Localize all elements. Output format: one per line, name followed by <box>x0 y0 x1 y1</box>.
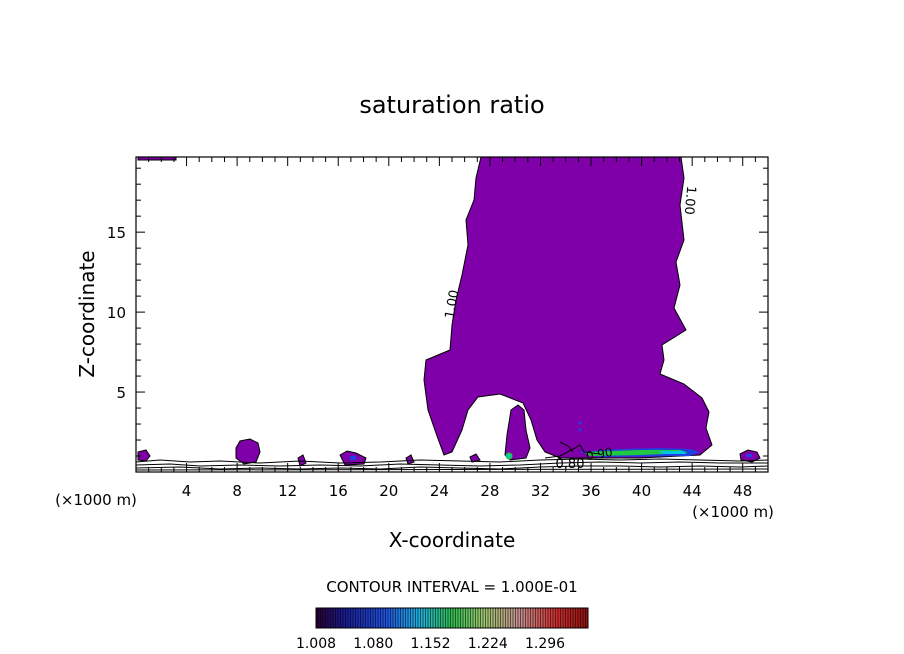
colorbar-tick-label: 1.152 <box>410 636 450 652</box>
supersaturated-patch <box>405 454 415 465</box>
high-ratio-spot <box>350 456 356 460</box>
colorbar-tick-label: 1.008 <box>296 636 336 652</box>
x-units-label-right: (×1000 m) <box>692 503 774 521</box>
contour-interval-text: CONTOUR INTERVAL = 1.000E-01 <box>326 578 577 596</box>
colorbar-tick-label: 1.080 <box>353 636 393 652</box>
x-units-label: (×1000 m) <box>55 491 137 509</box>
x-tick-labels: 4 8 12 16 20 24 28 32 36 40 44 48 <box>182 482 752 500</box>
y-tick-label: 10 <box>107 304 126 322</box>
x-tick-label: 24 <box>430 482 449 500</box>
x-tick-label: 16 <box>329 482 348 500</box>
supersaturated-patch <box>137 157 177 161</box>
supersaturated-region-main <box>423 157 713 459</box>
x-tick-label: 48 <box>733 482 752 500</box>
axis-ticks <box>136 157 768 472</box>
chart-title: saturation ratio <box>359 91 544 119</box>
x-tick-label: 28 <box>480 482 499 500</box>
y-axis-label: Z-coordinate <box>75 250 99 377</box>
contour-label: 0.80 <box>556 457 585 472</box>
high-ratio-spot <box>746 454 752 457</box>
x-tick-label: 36 <box>581 482 600 500</box>
contour-label: 0.90 <box>585 445 614 463</box>
supersaturated-patch <box>297 454 307 467</box>
high-ratio-spot <box>507 454 511 458</box>
high-ratio-spot <box>578 421 582 425</box>
supersaturated-region-column <box>504 404 531 461</box>
x-tick-label: 32 <box>531 482 550 500</box>
x-tick-label: 8 <box>232 482 242 500</box>
supersaturated-patch <box>469 453 481 463</box>
high-ratio-band <box>660 451 686 454</box>
y-tick-labels: 5 10 15 <box>107 224 126 402</box>
x-tick-label: 20 <box>379 482 398 500</box>
x-tick-label: 12 <box>278 482 297 500</box>
contour-label: 1.00 <box>443 289 463 320</box>
colorbar <box>315 607 589 629</box>
x-tick-label: 4 <box>182 482 192 500</box>
y-tick-label: 5 <box>116 384 126 402</box>
y-tick-label: 15 <box>107 224 126 242</box>
x-tick-label: 44 <box>683 482 702 500</box>
colorbar-tick-label: 1.296 <box>525 636 565 652</box>
supersaturated-patch <box>235 438 261 465</box>
x-tick-label: 40 <box>632 482 651 500</box>
colorbar-tick-labels: 1.008 1.080 1.152 1.224 1.296 <box>296 636 565 652</box>
supersaturated-patch <box>137 449 151 462</box>
x-axis-label: X-coordinate <box>389 528 516 552</box>
colorbar-tick-label: 1.224 <box>468 636 508 652</box>
high-ratio-spot <box>578 428 582 432</box>
contour-label: 1.00 <box>681 185 698 215</box>
